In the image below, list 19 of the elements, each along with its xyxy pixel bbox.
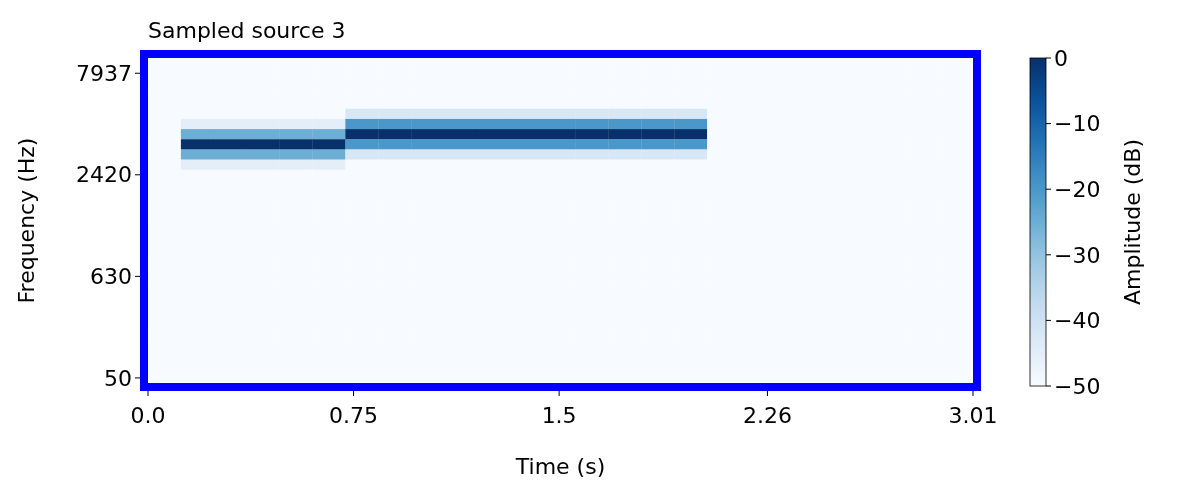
color-bar-title: Amplitude (dB) bbox=[1120, 139, 1145, 305]
color-bar-label: −30 bbox=[1054, 242, 1101, 268]
y-tick-label: 2420 bbox=[76, 162, 132, 188]
y-axis-title: Frequency (Hz) bbox=[14, 137, 39, 304]
x-tick-label: 1.5 bbox=[541, 403, 577, 428]
x-tick-label: 0.75 bbox=[329, 403, 379, 428]
chart-title: Sampled source 3 bbox=[148, 18, 346, 43]
x-tick-label: 0.0 bbox=[130, 403, 166, 428]
x-tick-label: 3.01 bbox=[948, 403, 998, 428]
color-bar-label: −20 bbox=[1054, 176, 1101, 202]
color-bar-label: −40 bbox=[1054, 308, 1101, 334]
color-bar-label: −10 bbox=[1054, 111, 1101, 137]
y-tick-label: 50 bbox=[104, 365, 132, 391]
x-axis-title: Time (s) bbox=[514, 454, 606, 479]
y-tick-label: 630 bbox=[90, 264, 132, 290]
y-tick-label: 7937 bbox=[76, 60, 132, 86]
color-bar-label: −50 bbox=[1054, 373, 1101, 399]
color-bar-label: 0 bbox=[1054, 45, 1068, 71]
x-tick-label: 2.26 bbox=[742, 403, 792, 428]
